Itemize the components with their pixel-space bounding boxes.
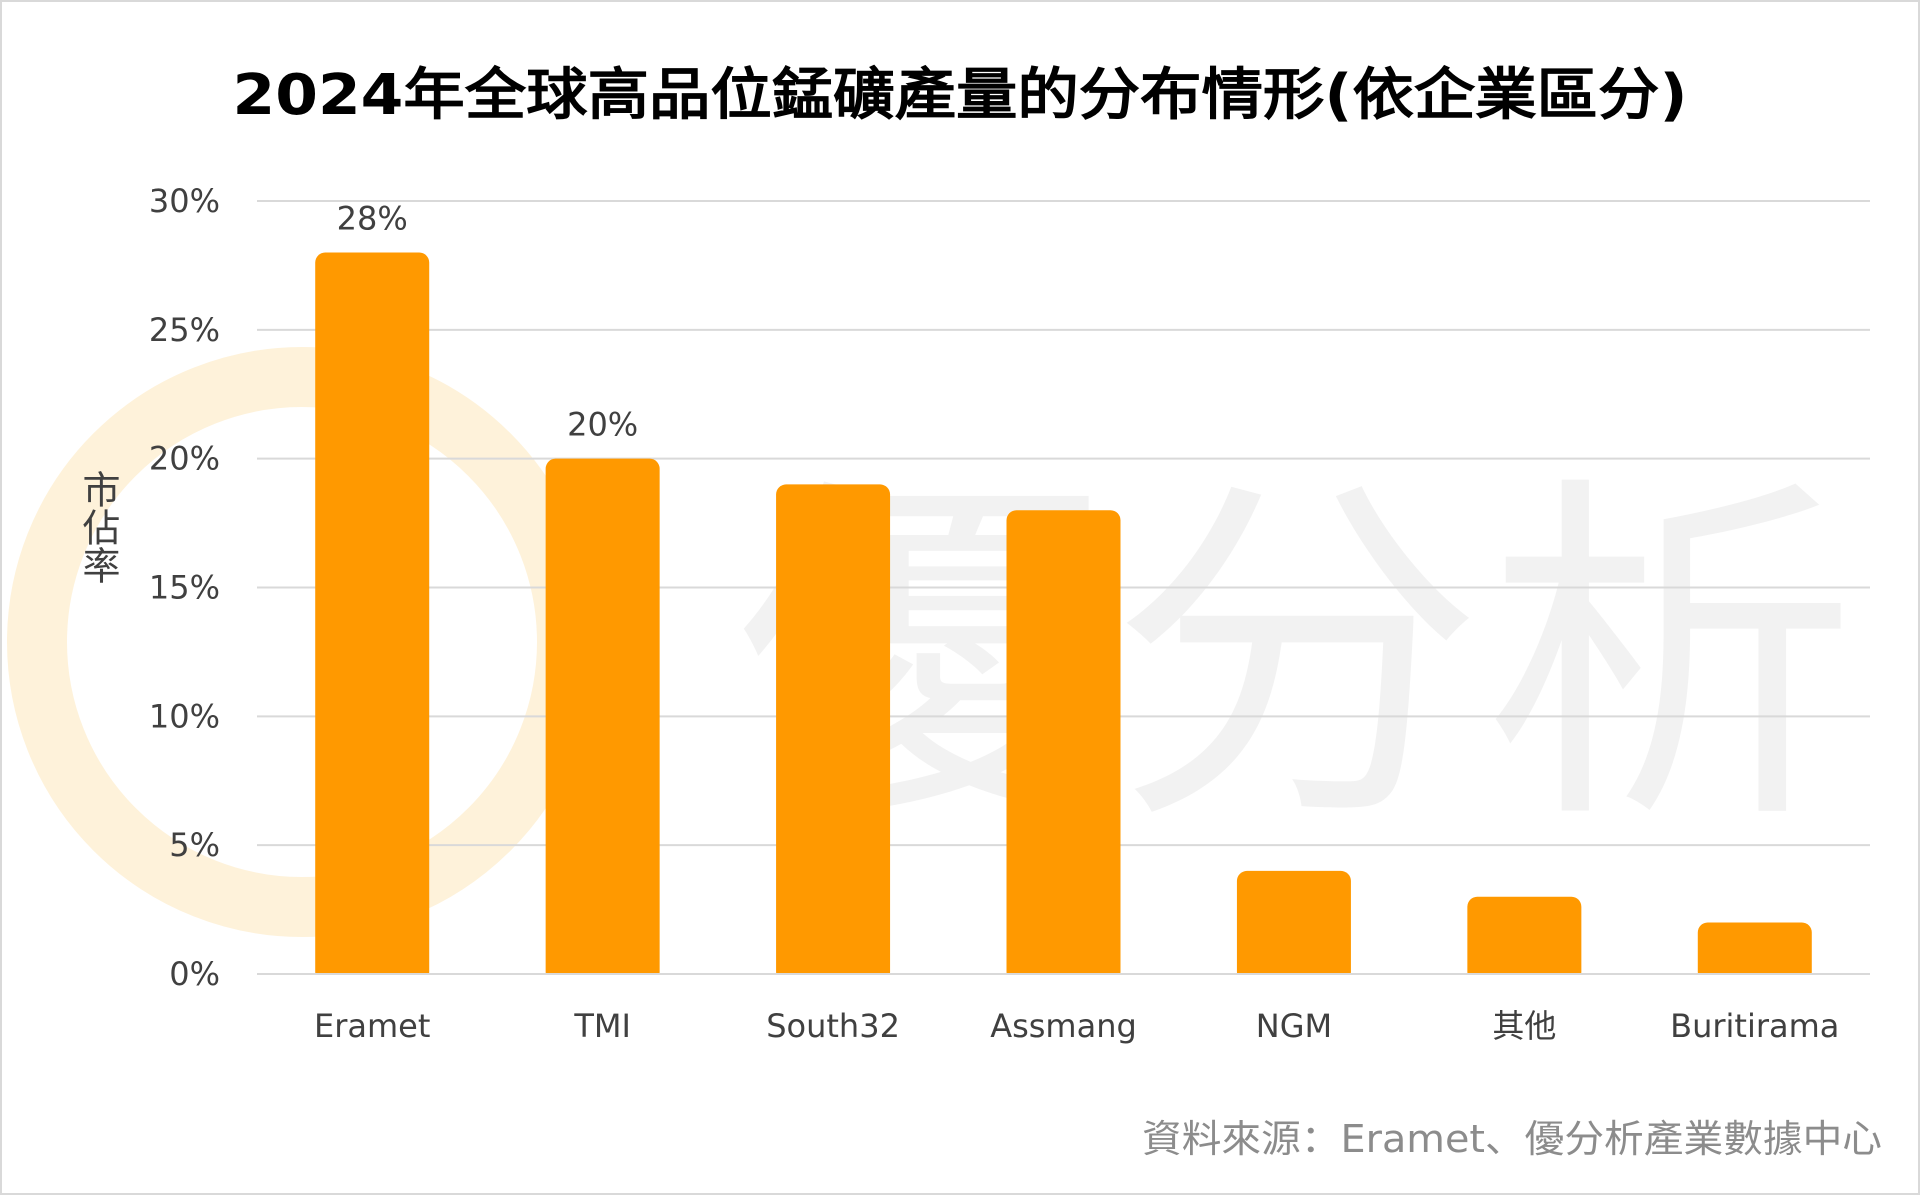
data-labels: 28% 20%	[337, 200, 639, 444]
x-axis-labels: Eramet TMI South32 Assmang NGM 其他 Buritirama	[314, 1007, 1839, 1045]
bar-6	[1697, 922, 1812, 982]
x-tick-label: 其他	[1492, 1007, 1556, 1045]
data-label: 28%	[337, 200, 408, 238]
source-note: 資料來源：Eramet、優分析產業數據中心	[1142, 1117, 1882, 1161]
x-tick-label: Buritirama	[1670, 1007, 1839, 1045]
x-tick-label: Assmang	[990, 1007, 1137, 1045]
y-tick-label: 15%	[149, 569, 220, 607]
bars	[252, 252, 1875, 984]
x-tick-label: Eramet	[314, 1007, 430, 1045]
data-label: 20%	[567, 406, 638, 444]
y-tick-label: 20%	[149, 440, 220, 478]
watermark: 優分析	[7, 347, 1857, 937]
watermark-text: 優分析	[737, 448, 1857, 867]
y-axis-label: 市佔率	[76, 470, 120, 584]
y-tick-label: 10%	[149, 697, 220, 735]
bar-base-mask	[252, 975, 1875, 984]
bar-1	[545, 458, 660, 983]
chart-title: 2024年全球高品位錳礦產量的分布情形(依企業區分)	[233, 63, 1688, 128]
x-tick-label: TMI	[573, 1007, 631, 1045]
bar-0	[315, 252, 430, 983]
bar-3	[1006, 510, 1121, 982]
y-tick-label: 25%	[149, 311, 220, 349]
x-tick-label: NGM	[1256, 1007, 1332, 1045]
bar-2	[776, 484, 891, 982]
watermark-logo-icon	[7, 347, 597, 937]
y-tick-label: 0%	[169, 955, 220, 993]
x-tick-label: South32	[766, 1007, 900, 1045]
bar-4	[1236, 870, 1351, 982]
bar-5	[1467, 896, 1582, 982]
y-axis-ticks: 0% 5% 10% 15% 20% 25% 30%	[149, 182, 220, 993]
y-tick-label: 5%	[169, 826, 220, 864]
y-tick-label: 30%	[149, 182, 220, 220]
